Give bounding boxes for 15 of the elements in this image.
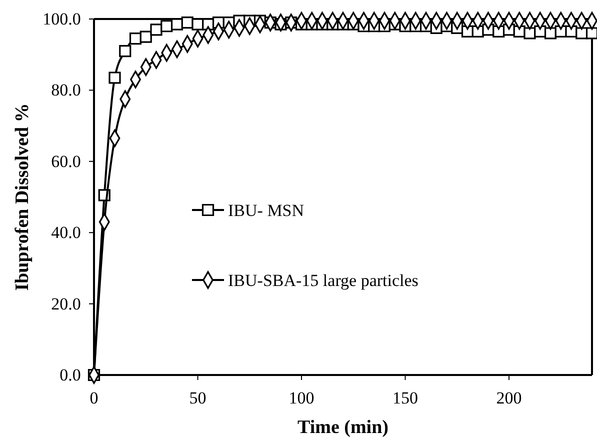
y-tick-label: 40.0 — [51, 223, 81, 242]
legend-label: IBU- MSN — [228, 201, 304, 220]
x-tick-label: 150 — [392, 388, 418, 408]
y-tick-label: 20.0 — [51, 294, 81, 314]
x-tick-label: 50 — [189, 388, 206, 408]
x-tick-label: 100 — [288, 388, 314, 408]
y-tick-label: 100.0 — [42, 9, 81, 28]
y-tick-label: 80.0 — [51, 80, 81, 100]
x-tick-label: 0 — [90, 388, 98, 408]
x-axis-title: Time (min) — [298, 417, 388, 438]
y-tick-label: 0.0 — [60, 365, 81, 384]
y-tick-label: 60.0 — [51, 152, 81, 171]
x-tick-label: 200 — [496, 388, 522, 408]
legend-label: IBU-SBA-15 large particles — [228, 271, 418, 290]
y-axis-title: Ibuprofen Dissolved % — [12, 103, 33, 291]
